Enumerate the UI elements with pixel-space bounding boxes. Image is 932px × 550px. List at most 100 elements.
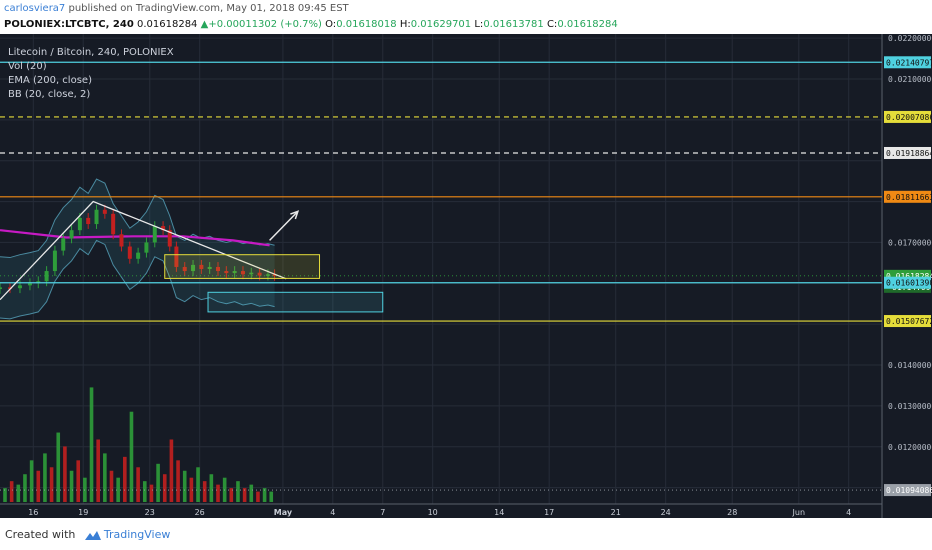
last-price: 0.01618284 [136,19,198,30]
volume-bar [202,481,207,502]
high-label: H: [399,19,411,30]
symbol-label: POLONIEX:LTCBTC, 240 [4,19,134,30]
volume-bar [182,470,187,502]
chart-header: carlosviera7 published on TradingView.co… [0,0,932,34]
created-with-text: Created with [5,528,76,541]
candle-body [191,264,196,272]
close-value: 0.01618284 [557,19,618,30]
volume-bar [142,481,147,502]
volume-bar [56,432,61,502]
candle-body [152,226,157,243]
open-label: O: [325,19,337,30]
legend-bb[interactable]: BB (20, close, 2) [8,89,91,100]
volume-bar [262,488,267,502]
price-label-bg [884,190,931,203]
price-label: 0.01601390 [886,279,932,288]
price-chart[interactable]: 0.02140797 0.02007086 0.01918864 0.01811663… [0,34,932,518]
x-tick-label: 16 [28,508,38,517]
volume-bar [16,484,21,502]
volume-bar [3,488,7,502]
candle-body [136,252,141,259]
open-value: 0.01618018 [336,19,397,30]
y-tick-label: 0.02100000 [888,75,932,84]
high-value: 0.01629701 [410,19,472,30]
consolidation-box [164,254,321,279]
y-tick-label: 0.01300000 [888,402,932,411]
x-tick-label: 24 [661,508,671,517]
y-tick-label: 0.01400000 [888,361,932,370]
indicator-legend: Litecoin / Bitcoin, 240, POLONIEX Vol (2… [8,46,174,102]
volume-bar [96,439,100,502]
volume-bar [43,453,47,502]
candle-body [119,234,124,247]
volume-bar [109,470,114,502]
price-change: +0.00011302 (+0.7%) [208,19,322,30]
price-label-bg [884,276,931,289]
x-tick-label: 7 [380,508,385,517]
candle-body [207,266,212,269]
x-tick-label: 14 [494,508,504,517]
volume-bar [149,484,154,502]
volume-bar [103,453,107,502]
x-tick-label: 17 [544,508,554,517]
price-label: 0.01811663 [886,193,932,202]
ema-line [0,229,270,247]
up-arrow-icon: ▲ [200,19,209,30]
volume-bar [162,474,167,502]
candle-body [27,283,32,286]
tradingview-brand-link[interactable]: TradingView [103,528,171,541]
chart-panel[interactable]: 0.02140797 0.02007086 0.01918864 0.01811663… [0,34,932,518]
published-text: published on TradingView.com, May 01, 20… [68,3,349,14]
publish-line: carlosviera7 published on TradingView.co… [4,3,349,14]
y-tick-label: 0.01700000 [888,238,932,247]
volume-bar [49,467,54,502]
candle-body [174,246,179,267]
volume-bar [169,439,174,502]
candle-body [77,217,82,231]
author-link[interactable]: carlosviera7 [4,3,66,14]
low-label: L: [474,19,484,30]
bollinger-lower [0,239,275,320]
candle-body [61,238,66,251]
volume-bar [229,488,234,502]
volume-bar [36,470,41,502]
y-tick-label: 0.02200000 [888,34,932,43]
x-tick-label: 10 [428,508,438,517]
volume-bar [189,477,194,502]
volume-bar [242,488,247,502]
volume-bar [29,460,34,502]
tradingview-logo-icon [84,530,101,540]
price-label: 0.01507672 [886,317,932,326]
close-label: C: [546,19,558,30]
volume-bar [236,481,240,502]
y-tick-label: 0.01200000 [888,443,932,452]
arrow-head-icon [290,210,300,220]
candle-body [249,272,254,275]
candle-body [44,271,49,282]
candle-body [199,264,204,269]
x-tick-label: 4 [330,508,335,517]
price-label-bg [884,56,931,69]
candle-body [52,250,57,272]
volume-bar [269,491,274,502]
legend-vol[interactable]: Vol (20) [8,61,47,72]
bollinger-upper [0,178,275,259]
candle-body [265,274,270,276]
candle-body [94,209,99,225]
candle-body [69,230,74,239]
price-label-bg [884,484,931,497]
candle-body [7,287,12,289]
candle-body [86,217,91,225]
volume-bar [9,481,14,502]
volume-bar [69,470,74,502]
candle-body [216,266,221,272]
volume-bar [176,460,180,502]
x-tick-label: May [274,508,293,517]
price-label: 0.01618284 [886,272,932,281]
breakout-arrow [269,210,299,241]
volume-bar [156,463,160,502]
candle-body [257,272,262,276]
candle-body [17,285,22,289]
legend-ema[interactable]: EMA (200, close) [8,75,92,86]
candle-body [272,274,277,276]
